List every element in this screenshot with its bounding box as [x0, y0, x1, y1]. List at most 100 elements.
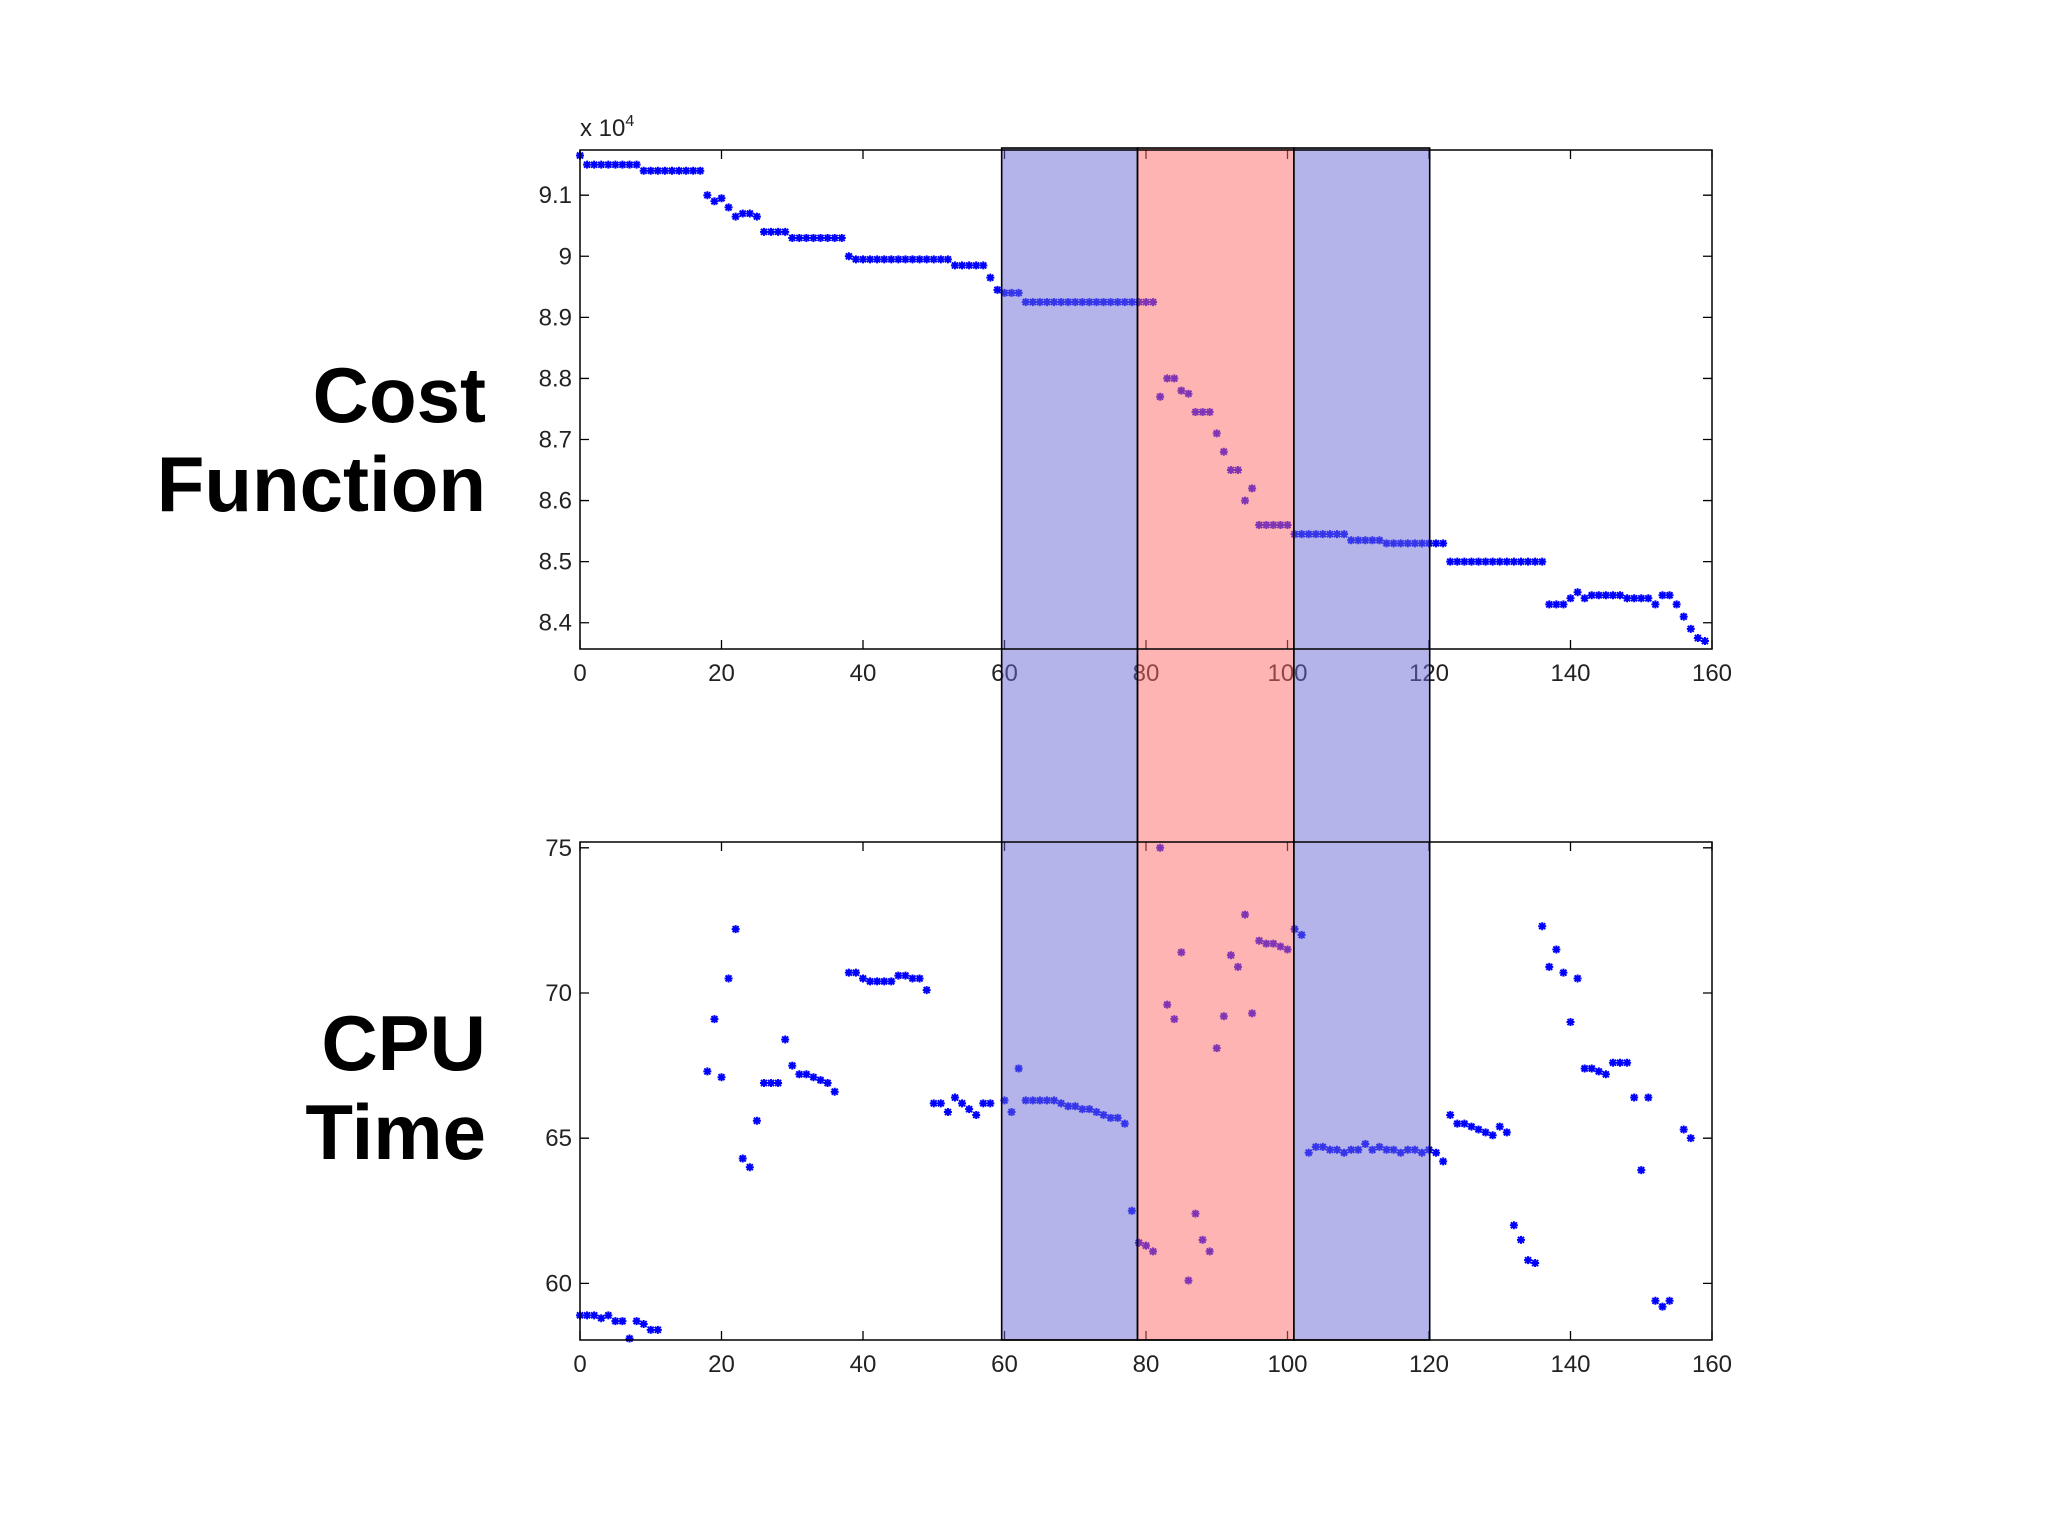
data-point: [972, 261, 981, 270]
data-point: [1686, 1134, 1695, 1143]
data-point: [1460, 557, 1469, 566]
data-point: [1481, 1128, 1490, 1137]
data-point: [1474, 1125, 1483, 1134]
data-point: [1672, 600, 1681, 609]
data-point: [1665, 591, 1674, 600]
data-point: [1552, 945, 1561, 954]
data-point: [1679, 612, 1688, 621]
y-axis-label: Cost: [313, 351, 486, 439]
highlight-region: [1136, 147, 1295, 1341]
data-point: [901, 971, 910, 980]
data-point: [1658, 1302, 1667, 1311]
highlight-region: [1293, 147, 1431, 1341]
data-point: [908, 974, 917, 983]
data-point: [667, 166, 676, 175]
data-point: [823, 233, 832, 242]
data-point: [1481, 557, 1490, 566]
data-point: [802, 1070, 811, 1079]
data-point: [936, 1099, 945, 1108]
data-point: [1608, 591, 1617, 600]
y-axis-label: CPU: [321, 999, 486, 1087]
data-point: [745, 1163, 754, 1172]
data-point: [1686, 624, 1695, 633]
data-point: [717, 1073, 726, 1082]
y-tick-label: 8.7: [539, 427, 572, 454]
x-tick-label: 140: [1550, 660, 1590, 687]
data-point: [1573, 588, 1582, 597]
data-point: [830, 233, 839, 242]
data-point: [583, 1311, 592, 1320]
y-tick-label: 8.5: [539, 549, 572, 576]
data-point: [844, 252, 853, 261]
y-tick-label: 70: [545, 980, 572, 1007]
data-point: [1502, 557, 1511, 566]
y-tick-label: 9.1: [539, 182, 572, 209]
data-point: [1453, 557, 1462, 566]
data-point: [993, 285, 1002, 294]
data-point: [1630, 1093, 1639, 1102]
data-point: [859, 255, 867, 264]
data-point: [887, 977, 896, 986]
data-point: [859, 974, 867, 983]
data-point: [795, 233, 804, 242]
data-point: [1545, 600, 1554, 609]
data-point: [1644, 594, 1653, 603]
plot-frame: [579, 149, 1713, 650]
data-point: [1439, 539, 1448, 548]
data-point: [1488, 1131, 1497, 1140]
data-point: [866, 255, 875, 264]
plot-frame: [579, 841, 1713, 1341]
data-point: [979, 1099, 988, 1108]
data-point: [1467, 557, 1476, 566]
data-point: [943, 255, 952, 264]
data-point: [724, 203, 733, 212]
data-point: [1524, 1256, 1533, 1265]
data-point: [1623, 1058, 1632, 1067]
data-point: [816, 233, 825, 242]
data-point: [901, 255, 910, 264]
data-point: [774, 1079, 783, 1088]
data-point: [717, 194, 726, 203]
data-point: [795, 1070, 804, 1079]
data-point: [1637, 594, 1646, 603]
data-point: [590, 160, 599, 169]
data-point: [880, 977, 889, 986]
data-point: [689, 166, 698, 175]
data-point: [682, 166, 691, 175]
y-tick-label: 75: [545, 835, 572, 862]
data-point: [1693, 634, 1702, 643]
data-point: [752, 212, 761, 221]
data-point: [583, 160, 592, 169]
data-point: [1587, 591, 1596, 600]
data-point: [675, 166, 684, 175]
x-tick-label: 0: [573, 1351, 586, 1378]
data-point: [788, 233, 797, 242]
y-tick-label: 8.4: [539, 610, 572, 637]
data-point: [1495, 557, 1504, 566]
x-tick-label: 20: [708, 1351, 735, 1378]
data-point: [950, 1093, 959, 1102]
data-point: [809, 233, 818, 242]
data-point: [851, 968, 860, 977]
data-point: [1580, 1064, 1589, 1073]
data-point: [929, 1099, 938, 1108]
data-point: [1665, 1296, 1674, 1305]
data-point: [958, 1099, 967, 1108]
data-point: [986, 273, 995, 282]
data-point: [1460, 1119, 1469, 1128]
data-point: [724, 974, 733, 983]
data-point: [611, 1317, 620, 1326]
data-point: [1439, 1157, 1448, 1166]
data-point: [1538, 922, 1547, 931]
data-point: [752, 1116, 761, 1125]
y-tick-label: 8.6: [539, 488, 572, 515]
data-point: [759, 1079, 768, 1088]
data-point: [936, 255, 945, 264]
data-point: [986, 1099, 995, 1108]
data-point: [767, 227, 776, 236]
data-point: [660, 166, 669, 175]
y-axis-label: Time: [305, 1088, 486, 1176]
data-point: [1608, 1058, 1617, 1067]
data-point: [943, 1108, 952, 1117]
y-tick-label: 8.9: [539, 304, 572, 331]
